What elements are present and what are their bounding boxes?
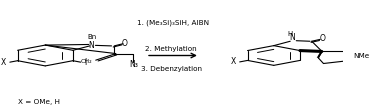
Text: X: X — [231, 57, 236, 66]
Text: X = OMe, H: X = OMe, H — [18, 99, 59, 105]
Text: N: N — [289, 33, 295, 43]
Text: H: H — [287, 31, 292, 37]
Text: O: O — [122, 39, 128, 48]
Text: O: O — [320, 34, 325, 43]
Text: 1. (Me₃Si)₃SiH, AIBN: 1. (Me₃Si)₃SiH, AIBN — [137, 19, 209, 26]
Text: N₃: N₃ — [129, 60, 138, 69]
Text: 3. Debenzylation: 3. Debenzylation — [141, 66, 202, 72]
Text: Bn: Bn — [87, 35, 97, 41]
Text: N: N — [89, 41, 94, 50]
Text: I: I — [85, 58, 87, 67]
Text: NMe: NMe — [354, 53, 369, 59]
Text: X: X — [1, 58, 6, 67]
Text: CH₂: CH₂ — [81, 59, 92, 64]
Polygon shape — [317, 51, 323, 58]
Text: 2. Methylation: 2. Methylation — [145, 46, 197, 52]
